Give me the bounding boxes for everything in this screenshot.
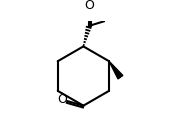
Text: O: O (84, 0, 94, 13)
Text: O: O (57, 93, 67, 106)
Polygon shape (109, 61, 123, 79)
